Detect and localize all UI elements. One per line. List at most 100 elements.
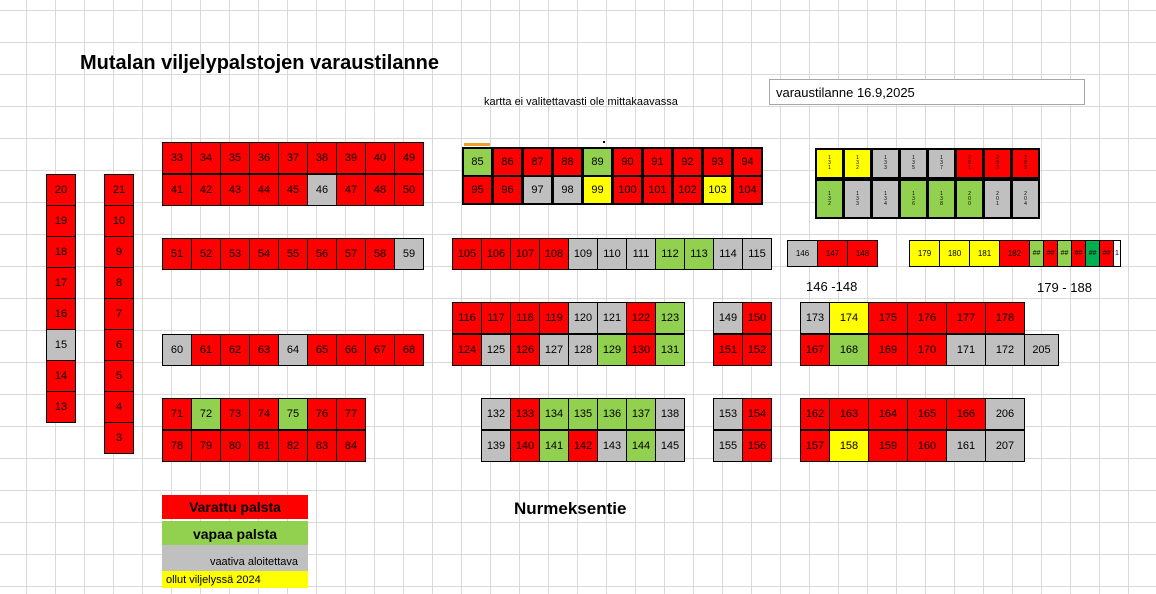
plot-cell: 36: [249, 142, 279, 174]
plot-cell: 60: [162, 334, 192, 366]
plot-cell: 104: [732, 175, 763, 205]
label-146-148: 146 -148: [806, 279, 858, 294]
plot-cell: 161: [946, 430, 986, 462]
plot-cell: 66: [336, 334, 366, 366]
plot-cell: 181: [969, 240, 1000, 267]
plot-cell: 100: [612, 175, 643, 205]
legend-demanding: vaativa aloitettava: [162, 545, 308, 571]
plot-cell: 94: [732, 147, 763, 177]
legend-reserved: Varattu palsta: [162, 495, 308, 519]
plot-cell: 158: [829, 430, 869, 462]
plot-cell: 134: [539, 398, 569, 430]
plot-cell: 138: [655, 398, 685, 430]
plot-cell: 106: [481, 238, 511, 270]
plot-cell: 135: [568, 398, 598, 430]
status-date-box[interactable]: varaustilanne 16.9,2025: [769, 79, 1085, 105]
plot-group-row-41-50: 41 42 43 44 45 46 47 48 50: [162, 174, 424, 206]
plot-cell: 175: [868, 302, 908, 334]
plot-cell: ##: [1071, 240, 1086, 267]
cell-marker: [464, 143, 490, 146]
plot-cell: 174: [829, 302, 869, 334]
plot-group-row-162-206: 162 163 164 165 166 206: [800, 398, 1025, 430]
plot-group-row-60-68: 60 61 62 63 64 65 66 67 68: [162, 334, 424, 366]
plot-cell: 164: [868, 398, 908, 430]
plot-cell: 160: [907, 430, 947, 462]
plot-group-row-132-138: 132 133 134 135 136 137 138: [481, 398, 685, 430]
label-179-188: 179 - 188: [1037, 280, 1092, 295]
plot-cell: 86: [492, 147, 523, 177]
plot-cell: 61: [191, 334, 221, 366]
plot-cell: 68: [394, 334, 424, 366]
road-label: Nurmeksentie: [514, 499, 627, 518]
plot-cell: 118: [510, 302, 540, 334]
plot-cell: 131: [655, 334, 685, 366]
plot-group-col-3-21: 21 10 9 8 7 6 5 4 3: [104, 174, 134, 454]
plot-cell: 124: [452, 334, 482, 366]
plot-cell: 83: [307, 430, 337, 462]
plot-cell: 157: [800, 430, 830, 462]
plot-cell: 142: [568, 430, 598, 462]
plot-cell: 127: [539, 334, 569, 366]
plot-cell: 1: [1113, 240, 1121, 267]
plot-cell: 91: [642, 147, 673, 177]
plot-cell: 82: [278, 430, 308, 462]
plot-cell: 166: [946, 398, 986, 430]
plot-group-row-153-154: 153 154: [713, 398, 772, 430]
plot-cell: 7: [104, 298, 134, 330]
plot-cell: 180: [939, 240, 970, 267]
plot-group-row-149-150: 149 150: [713, 302, 772, 334]
dot-marker: [603, 141, 605, 143]
plot-cell: 73: [220, 398, 250, 430]
plot-cell: 97: [522, 175, 553, 205]
plot-cell: 107: [510, 238, 540, 270]
plot-cell: 15: [46, 329, 76, 361]
plot-cell: 8: [104, 267, 134, 299]
plot-cell: 96: [492, 175, 523, 205]
plot-cell: 81: [249, 430, 279, 462]
plot-cell: 57: [336, 238, 366, 270]
plot-cell: 92: [672, 147, 703, 177]
plot-cell: 165: [907, 398, 947, 430]
plot-cell: 110: [597, 238, 627, 270]
plot-cell: 80: [220, 430, 250, 462]
plot-cell: 89: [582, 147, 613, 177]
plot-cell: 147: [817, 240, 848, 267]
legend-free: vapaa palsta: [162, 521, 308, 547]
plot-cell: 117: [481, 302, 511, 334]
plot-cell: 85: [462, 147, 493, 177]
plot-group-row-167-205: 167 168 169 170 171 172 205: [800, 334, 1059, 366]
plot-cell: 121: [597, 302, 627, 334]
plot-cell: 18: [46, 236, 76, 268]
plot-cell: 48: [365, 174, 395, 206]
plot-cell: 169: [868, 334, 908, 366]
scale-note: kartta ei valitettavasti ole mittakaavas…: [484, 96, 678, 108]
plot-group-row-173-178: 173 174 175 176 177 178: [800, 302, 1025, 334]
plot-group-row-124-131: 124 125 126 127 128 129 130 131: [452, 334, 685, 366]
plot-cell: 105: [452, 238, 482, 270]
plot-cell: 155: [713, 430, 743, 462]
plot-group-row-105-115: 105 106 107 108 109 110 111 112 113 114 115: [452, 238, 772, 270]
plot-cell: ##: [1057, 240, 1072, 267]
plot-cell: 44: [249, 174, 279, 206]
plot-cell: 50: [394, 174, 424, 206]
plot-cell: 156: [742, 430, 772, 462]
plot-cell: 149: [713, 302, 743, 334]
plot-cell: 67: [365, 334, 395, 366]
plot-group-row-139-145: 139 140 141 142 143 144 145: [481, 430, 685, 462]
plot-cell: 75: [278, 398, 308, 430]
plot-cell: 77: [336, 398, 366, 430]
plot-cell: 129: [597, 334, 627, 366]
plot-cell: ##: [1085, 240, 1100, 267]
plot-cell: 132: [481, 398, 511, 430]
plot-cell: 151: [713, 334, 743, 366]
plot-cell: 116: [452, 302, 482, 334]
plot-cell: 122: [626, 302, 656, 334]
plot-cell: 179: [909, 240, 940, 267]
plot-cell: 17: [46, 267, 76, 299]
